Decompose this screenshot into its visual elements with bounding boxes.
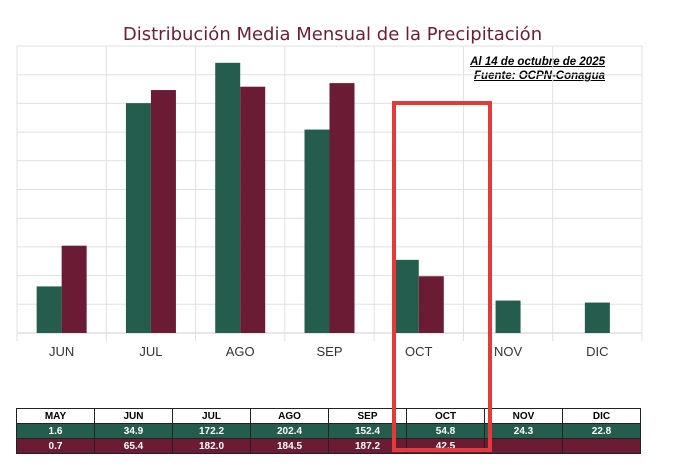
bar-chart: JUN JUL AGO SEP OCT NOV DIC: [16, 45, 643, 359]
table-cell: JUL: [172, 408, 251, 424]
bar-ago-series-2: [240, 86, 266, 333]
bar-jul-series-1: [125, 103, 151, 333]
table-cell: [562, 438, 641, 454]
bar-oct-series-2: [418, 276, 444, 333]
bar-oct-series-1: [393, 259, 419, 333]
table-cell: 184.5: [250, 438, 329, 454]
table-cell: 34.9: [94, 423, 173, 439]
table-cell: NOV: [484, 408, 563, 424]
chart-title: Distribución Media Mensual de la Precipi…: [122, 24, 543, 45]
table-cell: 24.3: [484, 423, 563, 439]
bar-sep-series-2: [329, 83, 355, 333]
x-tick-label: JUN: [49, 344, 74, 359]
table-cell: 22.8: [562, 423, 641, 439]
table-cell: 0.7: [16, 438, 95, 454]
x-tick-label: NOV: [494, 344, 523, 359]
table-cell: [484, 438, 563, 454]
table-cell: SEP: [328, 408, 407, 424]
table-row: MAY JUN JUL AGO SEP OCT NOV DIC: [16, 408, 641, 424]
x-tick-label: DIC: [586, 344, 608, 359]
table-cell: 187.2: [328, 438, 407, 454]
table-cell: 152.4: [328, 423, 407, 439]
bars: [36, 62, 610, 334]
table-cell: 42.5: [406, 438, 485, 454]
table-cell: MAY: [16, 408, 95, 424]
x-tick-label: SEP: [316, 344, 342, 359]
x-tick-label: JUL: [139, 344, 162, 359]
data-table: MAY JUN JUL AGO SEP OCT NOV DIC 1.6 34.9 172.2 202.…: [16, 408, 641, 454]
table-row: 1.6 34.9 172.2 202.4 152.4 54.8 24.3 22.8: [16, 423, 641, 439]
x-axis: JUN JUL AGO SEP OCT NOV DIC: [49, 344, 609, 359]
bar-ago-series-1: [215, 62, 241, 334]
table-cell: 1.6: [16, 423, 95, 439]
table-cell: 172.2: [172, 423, 251, 439]
table-cell: DIC: [562, 408, 641, 424]
bar-jul-series-2: [150, 90, 176, 333]
x-tick-label: OCT: [405, 344, 433, 359]
bar-jun-series-2: [61, 245, 87, 333]
bar-nov-series-1: [495, 300, 521, 333]
bar-sep-series-1: [304, 129, 330, 333]
bar-dic-series-1: [584, 302, 610, 333]
table-cell: AGO: [250, 408, 329, 424]
bar-jun-series-1: [36, 286, 62, 333]
table-cell: 182.0: [172, 438, 251, 454]
table-cell: 202.4: [250, 423, 329, 439]
annotation-date: Al 14 de octubre de 2025: [470, 56, 605, 68]
table-cell: JUN: [94, 408, 173, 424]
table-cell: OCT: [406, 408, 485, 424]
table-row: 0.7 65.4 182.0 184.5 187.2 42.5: [16, 438, 641, 454]
annotation-source: Fuente: OCPN-Conagua: [474, 70, 605, 82]
x-tick-label: AGO: [226, 344, 255, 359]
table-cell: 65.4: [94, 438, 173, 454]
table-cell: 54.8: [406, 423, 485, 439]
chart-annotation: Al 14 de octubre de 2025 Fuente: OCPN-Co…: [425, 55, 605, 83]
